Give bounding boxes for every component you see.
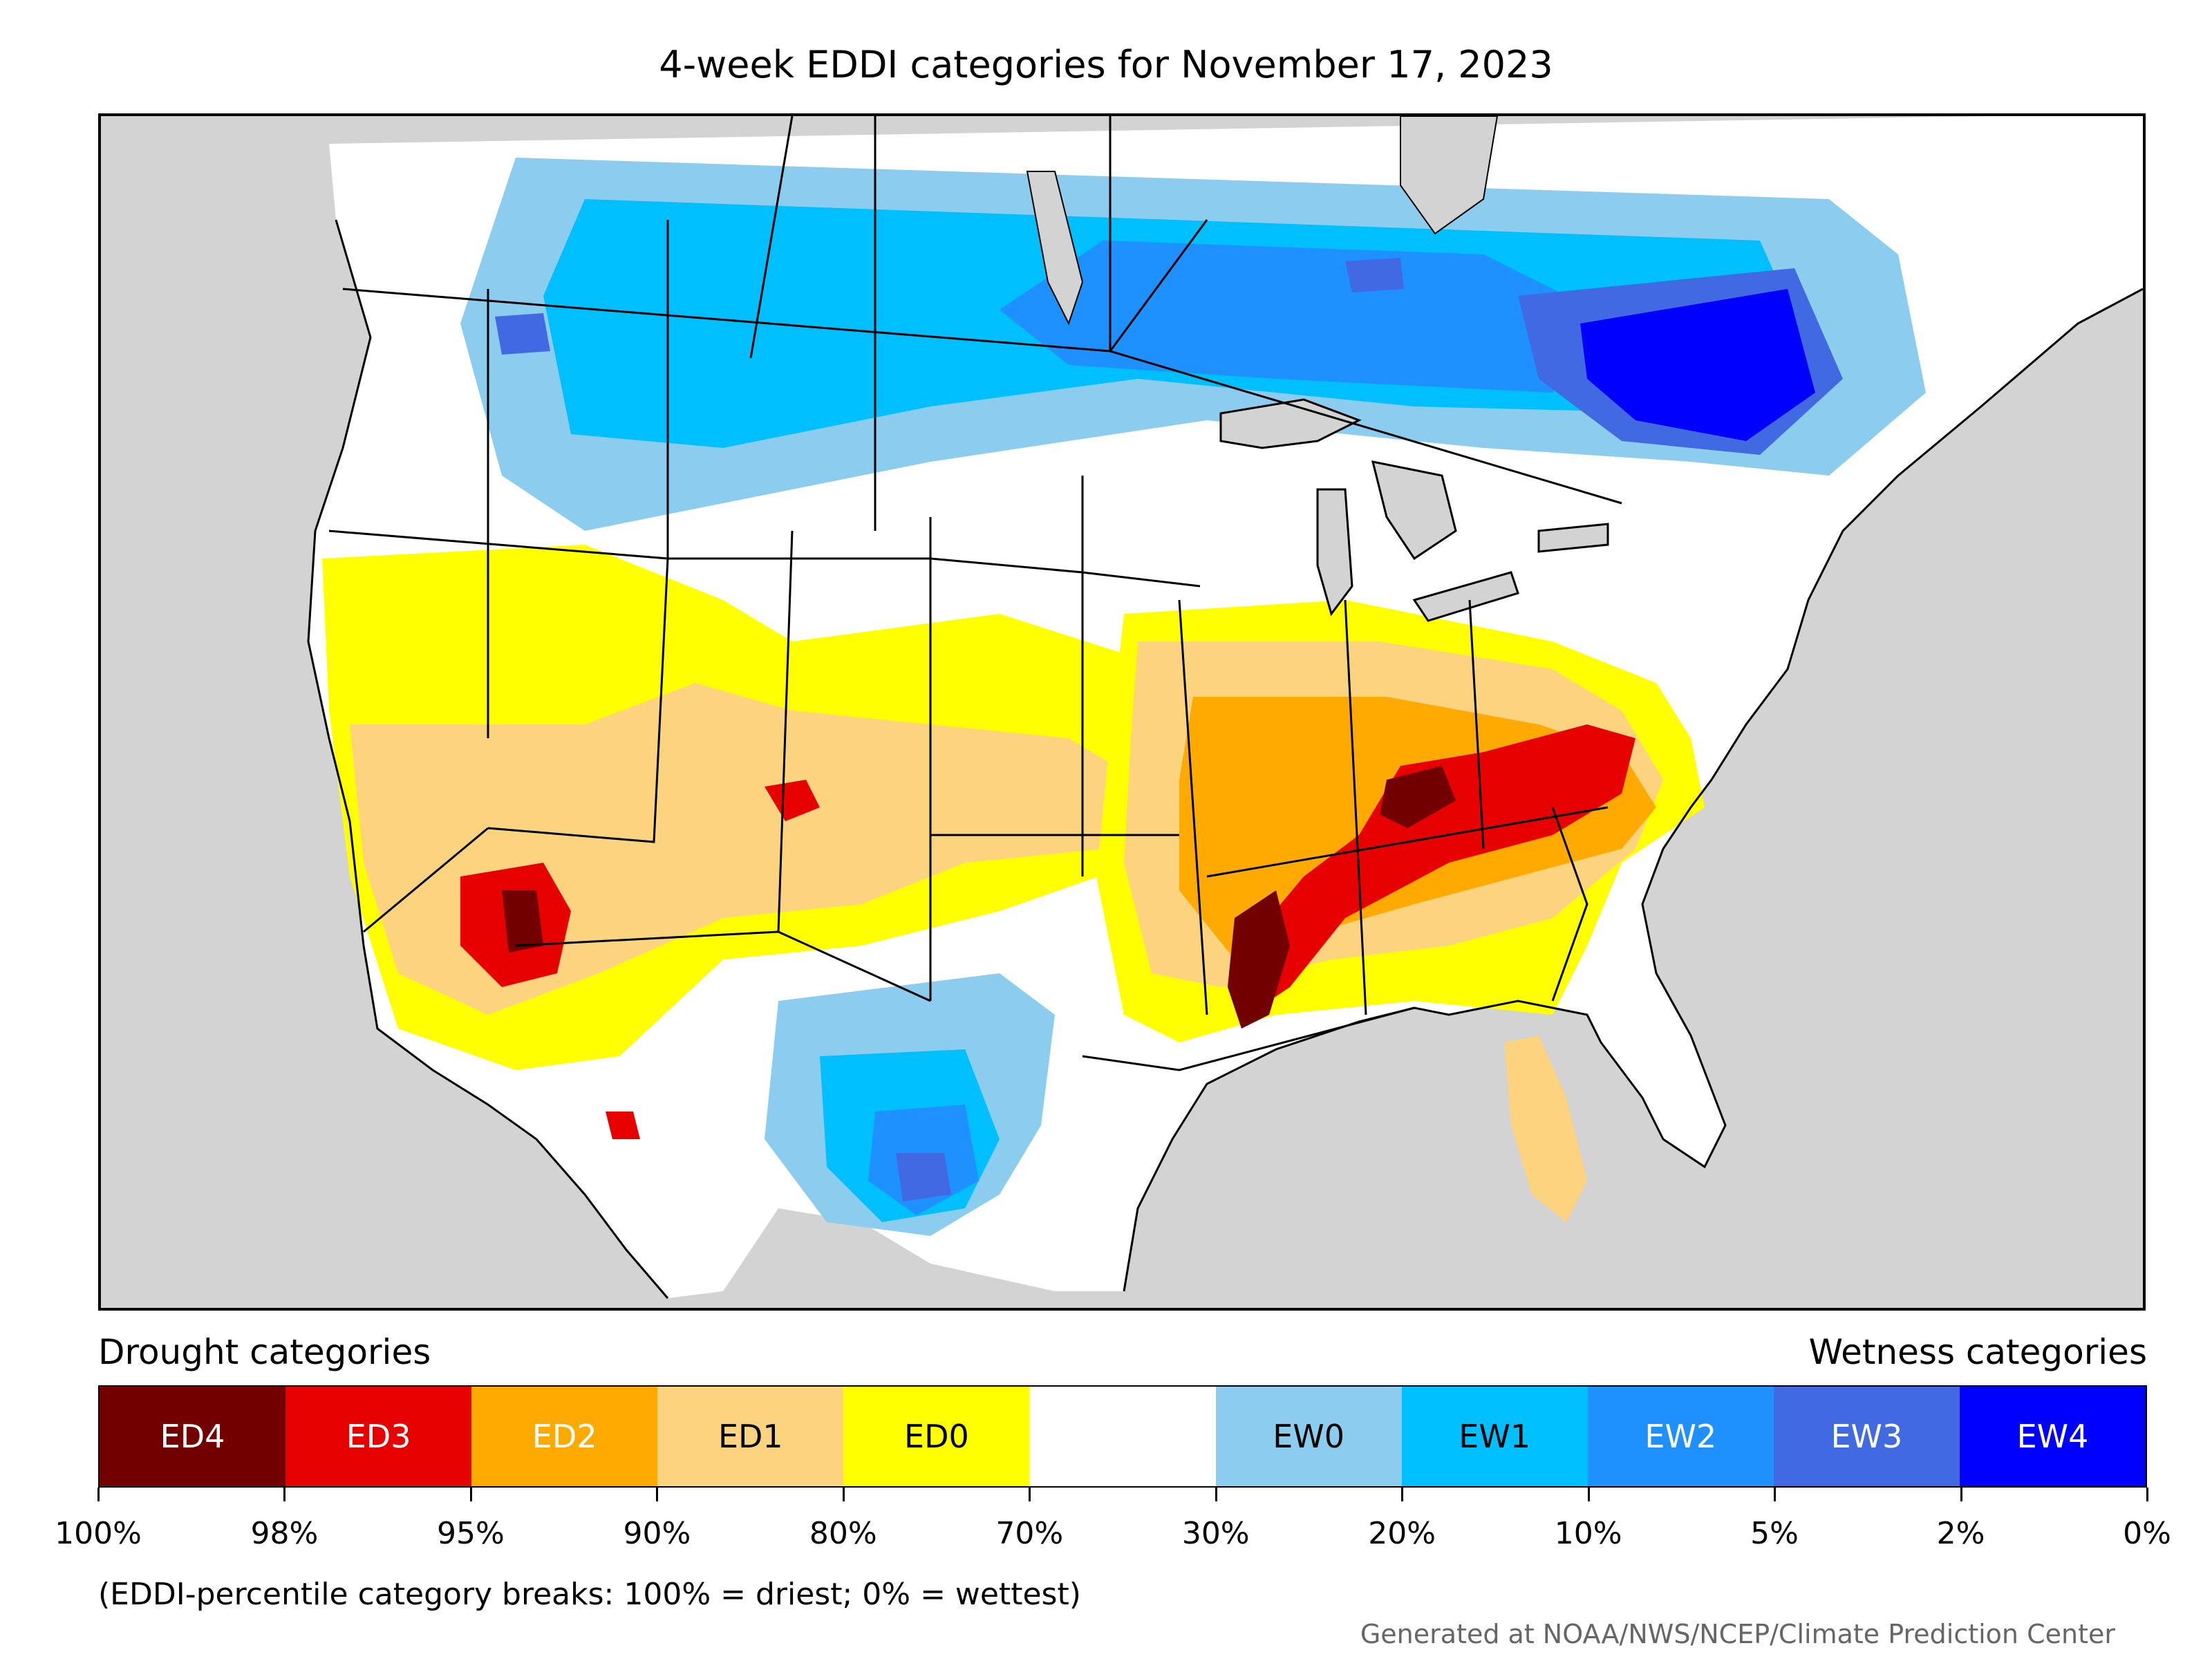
colorbar-tick-label: 30%: [1181, 1516, 1250, 1551]
colorbar-swatch-ew4: EW4: [1959, 1387, 2146, 1486]
colorbar-swatch-ew0: EW0: [1215, 1387, 1402, 1486]
colorbar-tick: [1029, 1488, 1031, 1501]
wetness-categories-heading: Wetness categories: [1808, 1332, 2147, 1372]
colorbar-swatch-ed2: ED2: [471, 1387, 658, 1486]
colorbar-tick: [1774, 1488, 1777, 1501]
colorbar-swatch-ew2: EW2: [1587, 1387, 1774, 1486]
map-title: 4-week EDDI categories for November 17, …: [659, 43, 1553, 86]
colorbar-tick-label: 20%: [1368, 1516, 1436, 1551]
colorbar-tick-label: 90%: [623, 1516, 691, 1551]
colorbar-ticks: [97, 1488, 2148, 1515]
colorbar-swatch-ed1: ED1: [657, 1387, 844, 1486]
colorbar-tick-label: 98%: [250, 1516, 319, 1551]
category-colorbar: ED4 ED3 ED2 ED1 ED0 EW0 EW1 EW2 EW3 EW4: [98, 1385, 2147, 1488]
colorbar-tick: [283, 1488, 286, 1501]
lake-winnipeg: [1026, 171, 1084, 326]
lake-huron: [1371, 460, 1457, 561]
patch-ed1-florida: [1504, 1035, 1587, 1222]
patch-ed3-colorado: [765, 780, 820, 821]
patch-ed3-east: [1235, 724, 1635, 1015]
drought-categories-heading: Drought categories: [98, 1332, 431, 1372]
patch-ed3-baja: [606, 1112, 640, 1139]
colorbar-tick-label: 2%: [1936, 1516, 1985, 1551]
patch-ew3-ontario: [1345, 258, 1404, 292]
colorbar-tick-label: 100%: [55, 1516, 142, 1551]
patch-ew3-idaho: [495, 313, 550, 355]
colorbar-tick-label: 80%: [809, 1516, 877, 1551]
state-borders: [328, 116, 1622, 1071]
colorbar-tick: [469, 1488, 472, 1501]
hudson-bay: [1400, 116, 1499, 235]
colorbar-swatch-normal: [1029, 1387, 1216, 1486]
colorbar-swatch-ew3: EW3: [1773, 1387, 1960, 1486]
patch-ew4-quebec: [1580, 289, 1815, 441]
colorbar-swatch-ed0: ED0: [843, 1387, 1030, 1486]
colorbar-tick: [97, 1488, 100, 1501]
lake-michigan: [1316, 488, 1353, 617]
patch-ed4-socal: [502, 890, 543, 953]
coastline: [307, 219, 2143, 1299]
colorbar-swatch-ed4: ED4: [100, 1387, 286, 1486]
category-note: (EDDI-percentile category breaks: 100% =…: [98, 1577, 1081, 1612]
colorbar-swatch-ew1: EW1: [1401, 1387, 1588, 1486]
colorbar-tick-label: 10%: [1554, 1516, 1622, 1551]
lake-superior: [1219, 398, 1362, 449]
colorbar-tick: [842, 1488, 845, 1501]
lake-erie: [1412, 571, 1519, 622]
map-panel: [98, 113, 2146, 1311]
colorbar-tick-label: 70%: [995, 1516, 1064, 1551]
colorbar-tick-label: 95%: [437, 1516, 505, 1551]
patch-ew2-north: [1000, 241, 1622, 393]
patch-ed4-kentucky: [1380, 766, 1456, 828]
patch-ew3-texas: [896, 1153, 951, 1201]
colorbar-tick-label: 5%: [1750, 1516, 1799, 1551]
colorbar-tick: [656, 1488, 659, 1501]
map-canvas: [307, 116, 2143, 1299]
colorbar-tick: [1401, 1488, 1404, 1501]
colorbar-tick-label: 0%: [2123, 1516, 2171, 1551]
colorbar-tick: [1215, 1488, 1217, 1501]
colorbar-tick: [1960, 1488, 1962, 1501]
colorbar-tick: [2146, 1488, 2148, 1501]
colorbar-tick: [1587, 1488, 1590, 1501]
credit-line: Generated at NOAA/NWS/NCEP/Climate Predi…: [1360, 1619, 2115, 1649]
colorbar-swatch-ed3: ED3: [285, 1387, 472, 1486]
patch-ed4-tennessee: [1228, 890, 1290, 1029]
lake-ontario: [1537, 523, 1609, 553]
